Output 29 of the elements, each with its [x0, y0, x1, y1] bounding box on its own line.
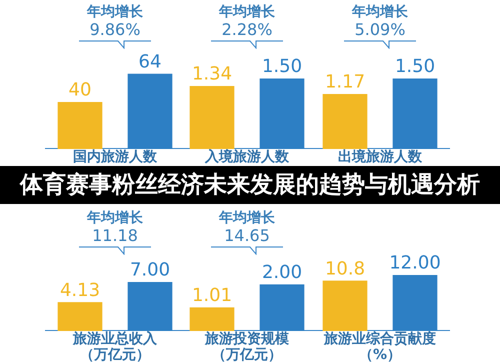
- chart-subtitle: 5.09%: [354, 20, 406, 39]
- data-label: 2.00: [262, 262, 302, 284]
- data-label: 40: [68, 80, 92, 101]
- data-label: 1.34: [192, 64, 232, 85]
- x-axis-title: 国内旅游人数: [72, 149, 158, 165]
- data-label: 12.00: [389, 252, 441, 274]
- data-label: 7.00: [130, 260, 170, 281]
- data-label: 1.50: [394, 56, 436, 78]
- chart-subtitle: 14.65: [223, 226, 271, 245]
- chart-subtitle: 11.18: [91, 226, 139, 245]
- x-axis-title: 出境旅游人数: [337, 149, 423, 165]
- chart-subtitle: 9.86%: [88, 20, 142, 39]
- chart-title: 年均增长: [350, 4, 409, 21]
- chart-subtitle: 2.28%: [220, 20, 274, 39]
- chart-title: 年均增长: [218, 4, 276, 21]
- x-axis-title: 旅游业总收入（万亿元）: [72, 331, 158, 362]
- chart-title: 年均增长: [218, 210, 276, 227]
- data-label: 4.13: [60, 280, 100, 301]
- data-label: 1.50: [262, 56, 302, 78]
- chart-title: 年均增长: [86, 210, 144, 227]
- x-axis-title: 旅游投资规模（万亿元）: [204, 331, 290, 362]
- data-label: 1.01: [192, 285, 232, 306]
- chart-title: 年均增长: [86, 4, 144, 21]
- data-label: 10.8: [324, 258, 366, 280]
- x-axis-title: 旅游业综合贡献度（%）: [322, 331, 437, 362]
- text: 体育赛事粉丝经济未来发展的趋势与机遇分析: [0, 166, 500, 204]
- data-label: 1.17: [324, 72, 366, 93]
- data-label: 64: [138, 51, 162, 72]
- x-axis-title: 入境旅游人数: [204, 149, 290, 165]
